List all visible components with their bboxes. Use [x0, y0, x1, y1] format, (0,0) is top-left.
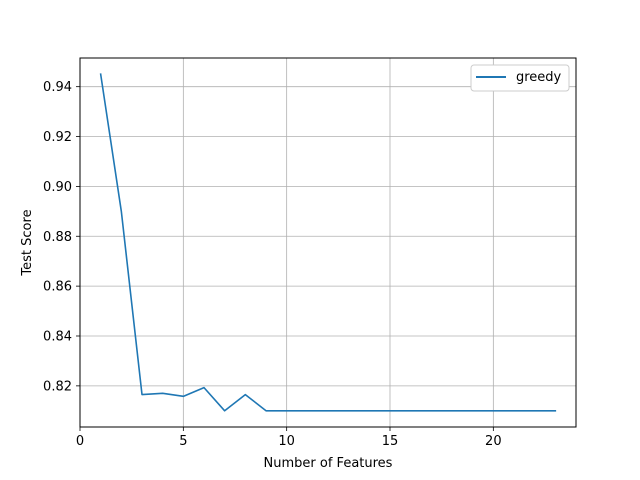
- x-tick-label: 0: [76, 434, 84, 449]
- y-tick-label: 0.94: [43, 80, 72, 95]
- x-tick-label: 5: [179, 434, 187, 449]
- series-layer: [99, 73, 557, 412]
- y-tick-label: 0.90: [43, 180, 72, 195]
- y-tick-label: 0.82: [43, 379, 72, 394]
- y-tick-label: 0.88: [43, 230, 72, 245]
- x-tick-label: 15: [382, 434, 399, 449]
- y-tick-label: 0.86: [43, 280, 72, 295]
- grid: [79, 58, 576, 427]
- series-line-greedy: [99, 73, 557, 412]
- ticks: 0 5 10 15 20 0.82 0.84 0.86 0.88 0.90 0.92 0.94: [43, 80, 502, 449]
- x-axis-label: Number of Features: [264, 456, 393, 471]
- x-tick-label: 20: [485, 434, 502, 449]
- x-tick-label: 10: [278, 434, 295, 449]
- y-tick-label: 0.92: [43, 130, 72, 145]
- plot-frame: [79, 57, 577, 428]
- legend-label-greedy: greedy: [516, 70, 562, 85]
- legend-box: [470, 64, 570, 92]
- y-tick-label: 0.84: [43, 329, 72, 344]
- y-axis-label: Test Score: [20, 209, 35, 276]
- legend: greedy: [470, 64, 570, 92]
